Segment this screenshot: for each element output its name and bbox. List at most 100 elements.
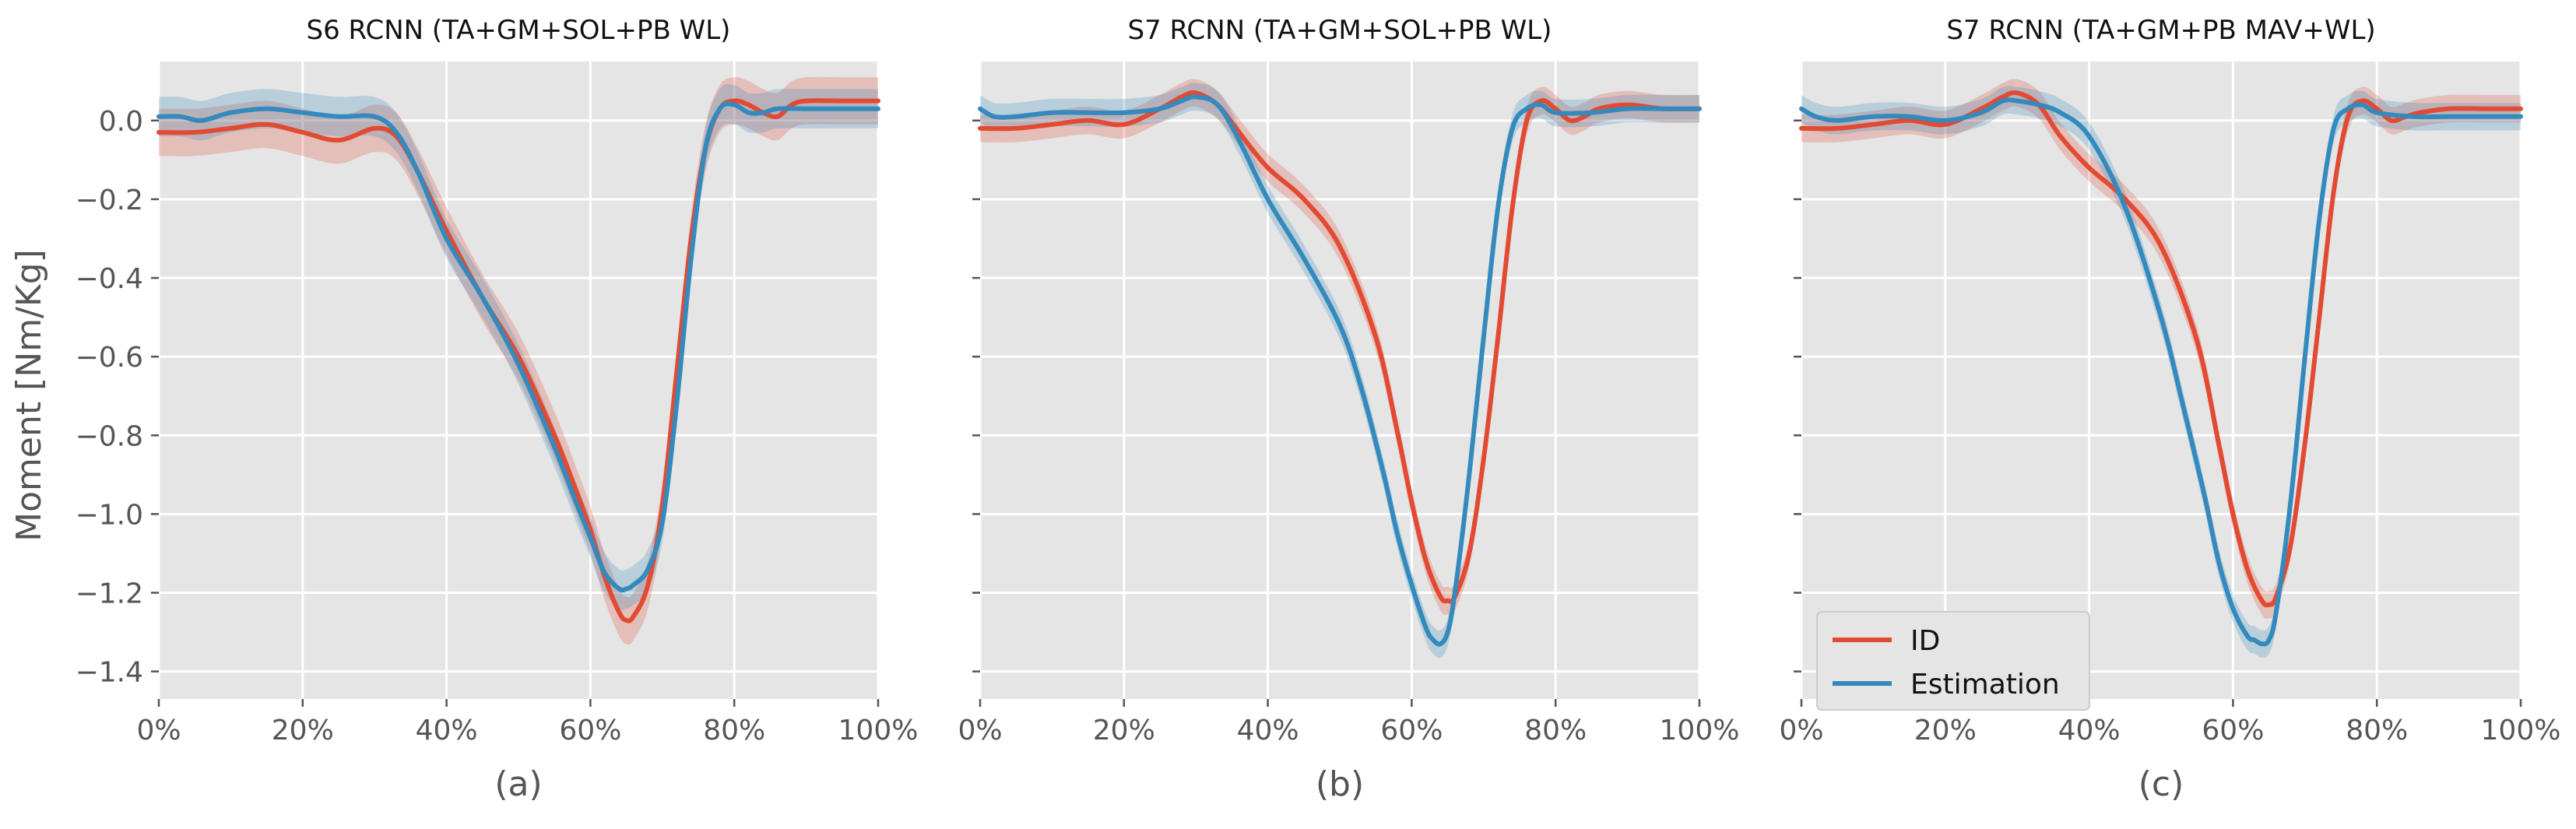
data-point-id: [1627, 104, 1629, 106]
data-point-id: [2247, 568, 2248, 570]
data-point-estimation: [994, 116, 996, 118]
data-point-estimation: [2362, 104, 2363, 106]
data-point-estimation: [2268, 639, 2270, 641]
x-axis-label: (b): [1316, 764, 1364, 804]
data-point-estimation: [626, 588, 627, 590]
data-point-id: [1123, 124, 1125, 125]
data-point-id: [1873, 124, 1875, 125]
x-tick-label: 20%: [272, 715, 334, 746]
data-point-id: [648, 585, 649, 586]
data-point-id: [2333, 191, 2335, 192]
x-tick-label: 100%: [2481, 715, 2561, 746]
y-tick-label: −1.2: [76, 578, 143, 610]
data-point-estimation: [1541, 104, 1542, 106]
data-point-id: [2290, 545, 2292, 546]
data-point-estimation: [1383, 470, 1384, 472]
data-point-id: [2089, 167, 2090, 169]
data-point-estimation: [2413, 116, 2414, 118]
data-point-id: [2362, 100, 2363, 102]
data-point-estimation: [604, 572, 606, 574]
data-point-id: [979, 128, 981, 129]
data-point-estimation: [1627, 108, 1629, 110]
data-point-estimation: [1015, 116, 1017, 118]
chart-title: S6 RCNN (TA+GM+SOL+PB WL): [307, 15, 731, 46]
data-point-id: [1411, 501, 1413, 503]
data-point-estimation: [590, 537, 592, 539]
data-point-estimation: [1815, 116, 1817, 118]
x-tick-label: 80%: [2346, 715, 2408, 746]
data-point-id: [777, 116, 778, 118]
data-point-id: [748, 104, 750, 106]
data-point-estimation: [2290, 501, 2292, 503]
data-point-estimation: [2376, 112, 2377, 114]
plot-area: [1801, 61, 2521, 699]
data-point-id: [676, 372, 677, 374]
series-line-id: [978, 90, 1702, 604]
data-point-estimation: [1397, 533, 1398, 535]
data-point-id: [2218, 443, 2219, 444]
data-point-id: [158, 132, 160, 133]
data-point-estimation: [1181, 100, 1183, 102]
data-point-id: [575, 490, 577, 491]
data-point-estimation: [575, 501, 577, 503]
data-point-id: [2060, 135, 2061, 137]
data-point-estimation: [2233, 608, 2234, 609]
data-point-estimation: [2182, 403, 2184, 405]
data-point-id: [374, 128, 375, 129]
data-point-estimation: [2089, 135, 2090, 137]
data-point-id: [446, 230, 448, 232]
data-point-estimation: [619, 588, 620, 590]
data-point-estimation: [2520, 116, 2522, 118]
data-point-estimation: [1123, 112, 1125, 114]
data-point-id: [554, 434, 555, 436]
data-point-estimation: [2276, 612, 2277, 613]
series-band-id: [980, 79, 1699, 616]
data-point-id: [194, 132, 195, 133]
chart-panel-2: 0% 20% 40% 60% 80% 100% S7 RCNN (TA+GM+SOL+PB …: [958, 15, 1739, 804]
data-point-id: [266, 124, 268, 125]
data-point-estimation: [1497, 206, 1499, 208]
x-tick-label: 60%: [559, 715, 621, 746]
data-point-id: [1303, 198, 1305, 200]
data-point-id: [1836, 128, 1838, 129]
data-point-estimation: [1945, 120, 1946, 121]
data-point-id: [1397, 430, 1398, 432]
data-point-estimation: [2254, 639, 2255, 641]
data-point-estimation: [158, 116, 160, 118]
data-point-id: [1801, 128, 1802, 129]
data-point-estimation: [446, 238, 448, 240]
data-point-id: [1195, 93, 1197, 94]
data-point-id: [2233, 514, 2234, 515]
data-point-estimation: [1980, 112, 1982, 114]
x-tick-label: 60%: [1380, 715, 1443, 746]
data-point-estimation: [554, 447, 555, 448]
data-point-estimation: [2318, 218, 2320, 220]
legend-label-estimation: Estimation: [1910, 669, 2060, 701]
data-point-id: [2016, 93, 2018, 94]
data-point-id: [1945, 124, 1946, 125]
series-line-estimation: [1799, 97, 2523, 647]
data-point-estimation: [691, 258, 692, 259]
data-point-estimation: [676, 403, 677, 405]
data-point-estimation: [979, 108, 981, 110]
y-tick-label: −0.6: [76, 342, 143, 374]
data-point-estimation: [482, 297, 483, 299]
data-point-estimation: [2333, 128, 2335, 129]
data-point-estimation: [1591, 112, 1593, 114]
chart-panel-1: 0% 20% 40% 60% 80% 100% 0.0 −0.2 −0.4 −0.6 −0.8 −1.…: [76, 15, 919, 804]
data-point-id: [2318, 317, 2320, 318]
y-tick-label: −1.0: [76, 499, 143, 531]
data-point-id: [302, 132, 304, 133]
data-point-id: [2268, 604, 2270, 606]
data-point-id: [791, 104, 792, 106]
data-point-id: [633, 616, 634, 617]
data-point-estimation: [1526, 108, 1527, 110]
data-point-id: [1339, 246, 1341, 248]
data-point-id: [1425, 560, 1427, 562]
data-point-id: [733, 100, 735, 102]
x-tick-label: 100%: [838, 715, 919, 746]
data-point-id: [1239, 132, 1240, 133]
x-axis-label: (a): [494, 764, 542, 804]
data-point-estimation: [662, 522, 663, 523]
